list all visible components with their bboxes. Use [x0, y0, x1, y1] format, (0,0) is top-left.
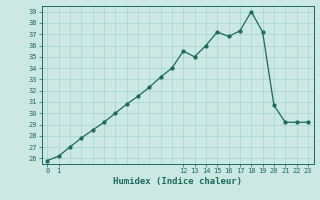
X-axis label: Humidex (Indice chaleur): Humidex (Indice chaleur) [113, 177, 242, 186]
